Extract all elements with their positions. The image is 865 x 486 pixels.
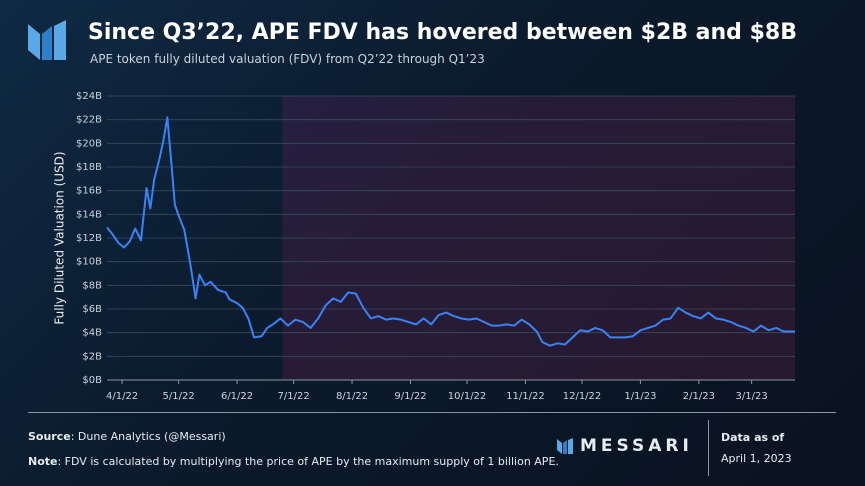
chart: $0B $2B $4B $6B $8B $10B $12B $14B $16B $18B $20B $…: [53, 91, 795, 402]
y-tick-label: $24B: [76, 91, 102, 102]
y-axis-label: Fully Diluted Valuation (USD): [53, 151, 67, 324]
x-tick-label: 2/1/23: [683, 391, 715, 402]
brand: MESSARI: [580, 436, 693, 456]
subtitle: APE token fully diluted valuation (FDV) …: [90, 52, 485, 66]
y-tick-label: $18B: [76, 162, 102, 173]
title: Since Q3’22, APE FDV has hovered between…: [88, 20, 797, 45]
y-tick-label: $6B: [82, 304, 102, 315]
source: Source: Dune Analytics (@Messari): [28, 430, 226, 443]
logo: [28, 20, 66, 60]
line: [106, 116, 795, 347]
y-tick-label: $22B: [76, 115, 102, 126]
y-tick-label: $10B: [76, 257, 102, 268]
y-tick-label: $4B: [82, 328, 102, 339]
y-tick-label: $8B: [82, 280, 102, 291]
x-tick-label: 8/1/22: [336, 391, 368, 402]
divider: [28, 412, 836, 413]
note: Note: FDV is calculated by multiplying t…: [28, 455, 559, 468]
x-tick-label: 9/1/22: [394, 391, 426, 402]
y-tick-label: $14B: [76, 209, 102, 220]
date: April 1, 2023: [721, 452, 792, 465]
x-tick-label: 1/1/23: [624, 391, 656, 402]
x-tick-label: 3/1/23: [736, 391, 768, 402]
y-tick-label: $12B: [76, 233, 102, 244]
x-tick-label: 11/1/22: [506, 391, 545, 402]
y-tick-label: $0B: [82, 375, 102, 386]
x-tick-label: 7/1/22: [278, 391, 310, 402]
x-tick-label: 10/1/22: [448, 391, 487, 402]
x-tick-label: 6/1/22: [221, 391, 253, 402]
y-tick-label: $2B: [82, 351, 102, 362]
date-label: Data as of: [721, 431, 785, 444]
divider: [708, 420, 709, 476]
x-tick-label: 12/1/22: [563, 391, 602, 402]
brand-logo: [557, 438, 573, 454]
x-tick-label: 4/1/22: [106, 391, 138, 402]
x-tick-label: 5/1/22: [163, 391, 195, 402]
y-tick-label: $16B: [76, 186, 102, 197]
y-tick-label: $20B: [76, 138, 102, 149]
